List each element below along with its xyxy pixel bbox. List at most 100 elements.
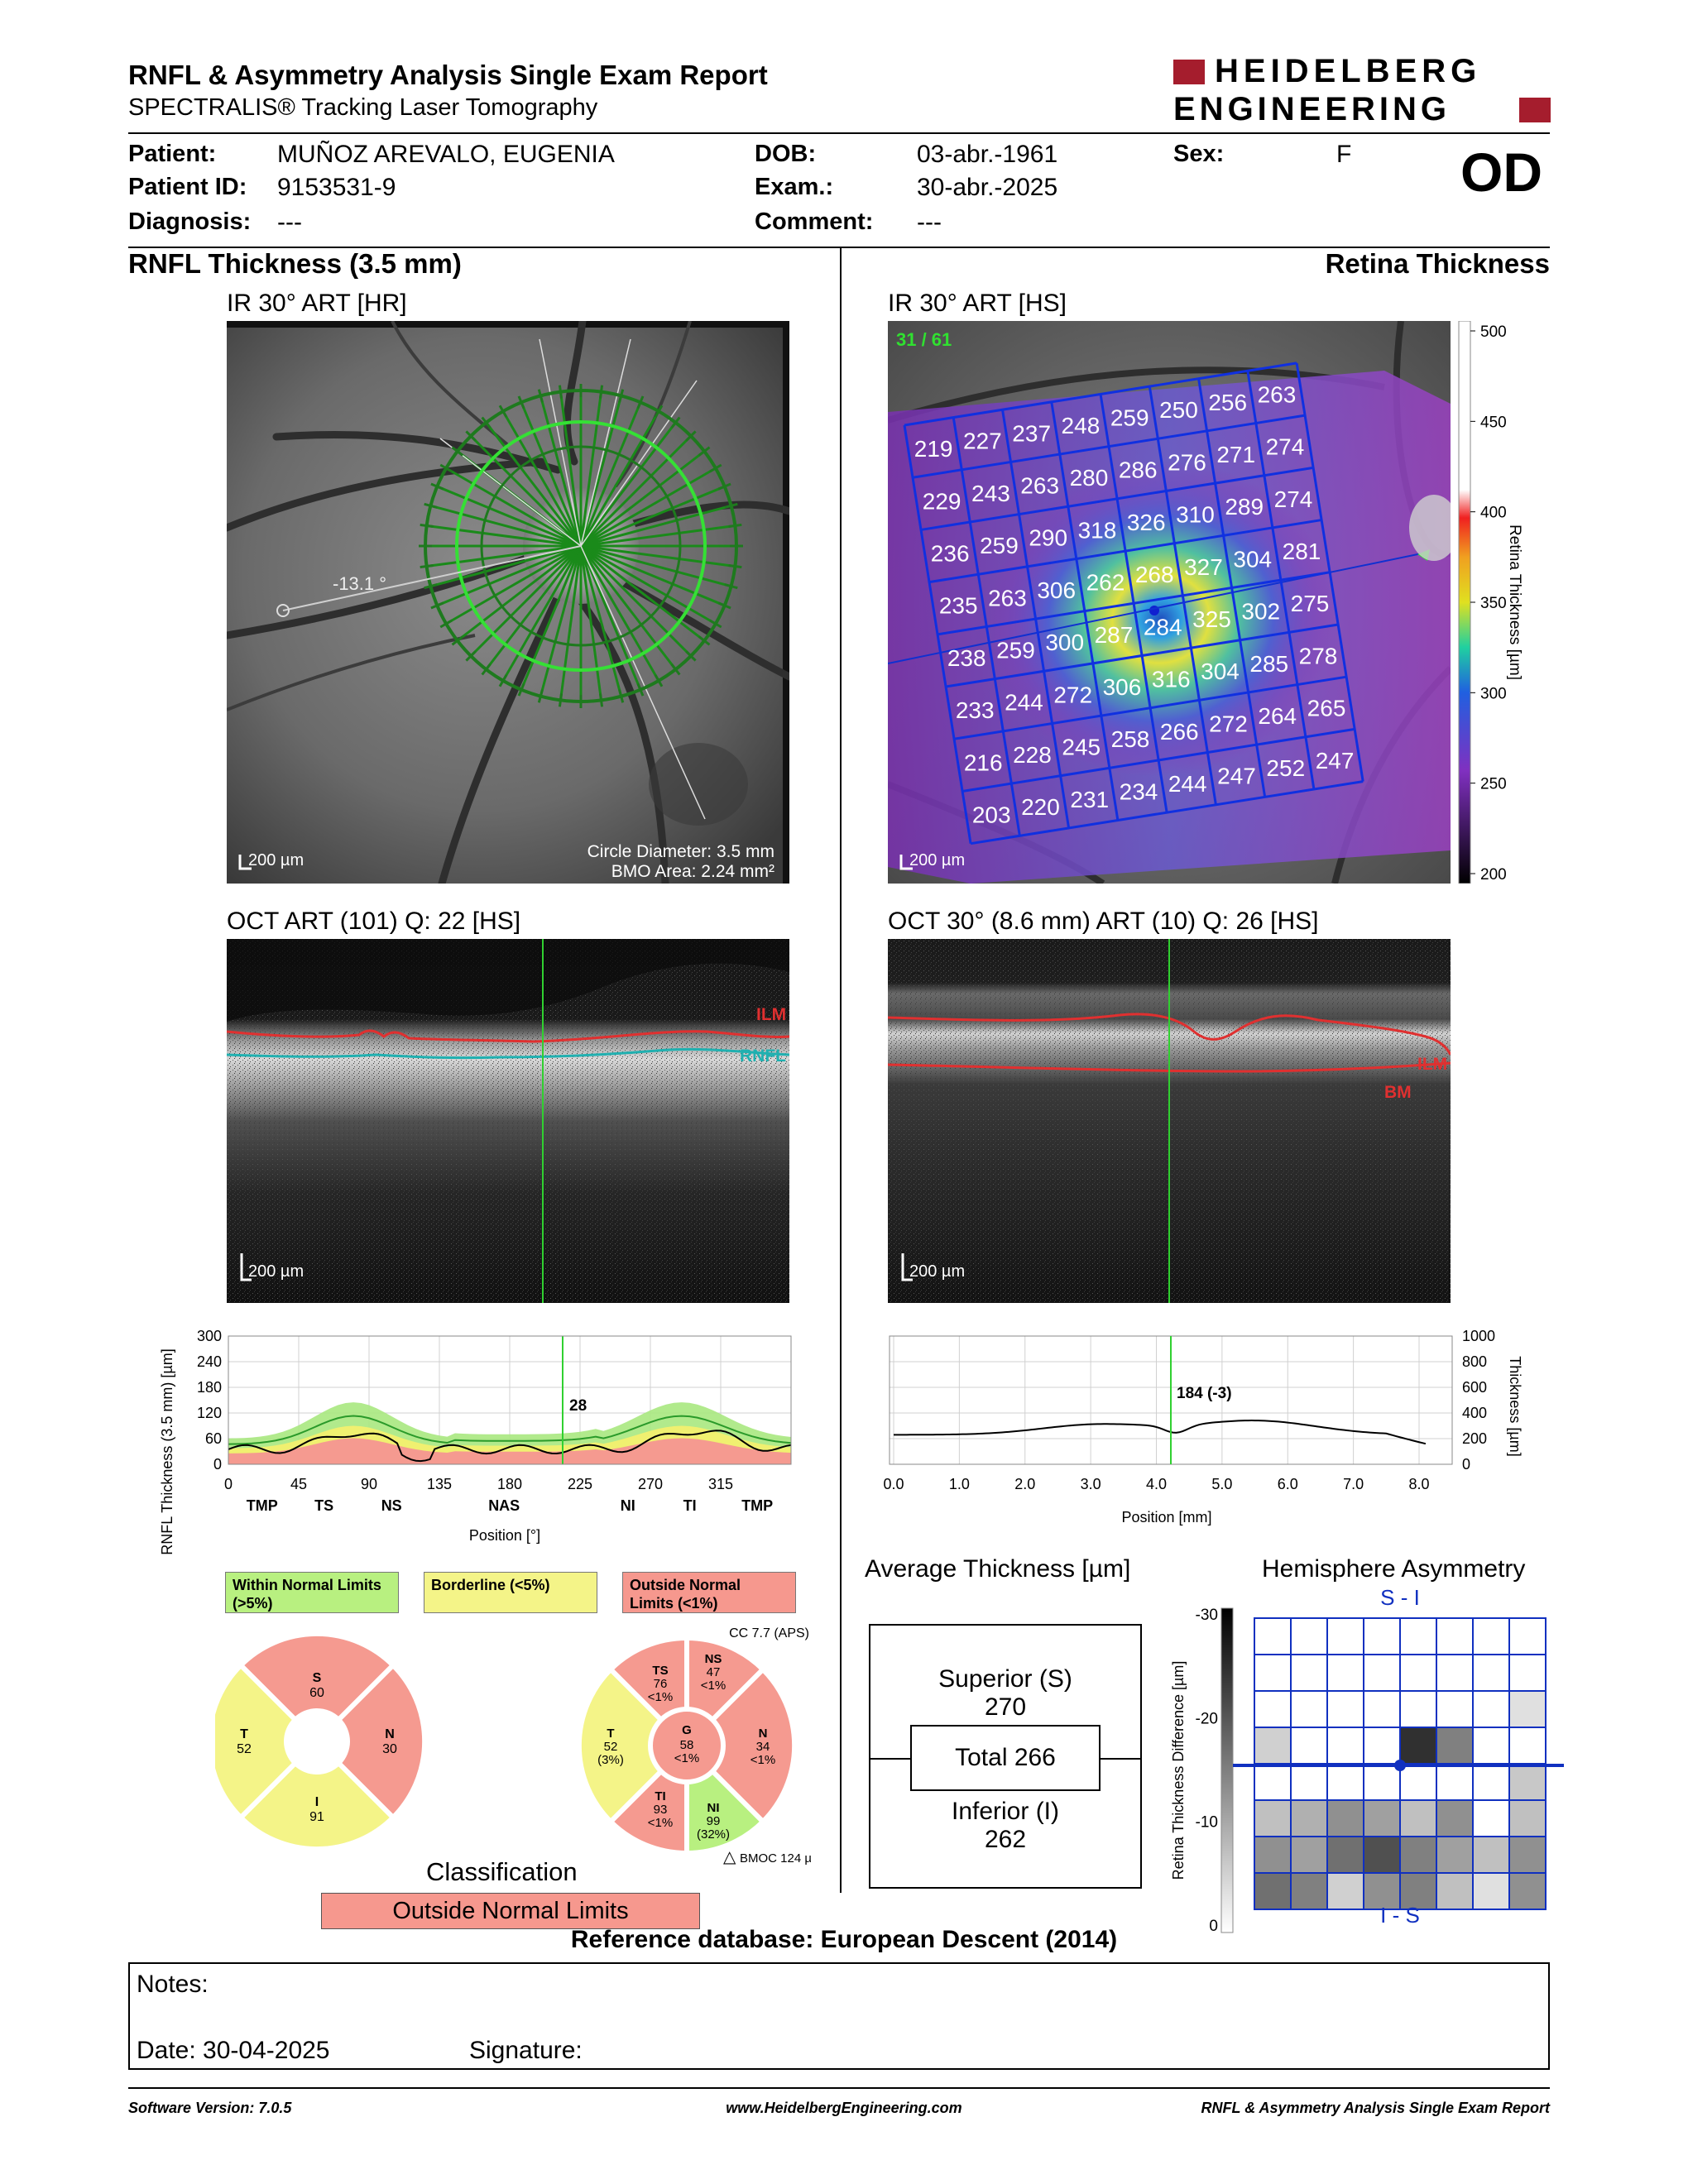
reference-line (539, 338, 582, 547)
pie2-g-sector[interactable] (648, 1707, 726, 1784)
hemi-cell[interactable] (1508, 1799, 1547, 1837)
report-title: RNFL & Asymmetry Analysis Single Exam Re… (128, 60, 768, 90)
hemi-cell[interactable] (1326, 1617, 1364, 1655)
hemi-cell[interactable] (1436, 1690, 1474, 1728)
hemi-cell[interactable] (1508, 1872, 1547, 1910)
hemi-cell[interactable] (1399, 1617, 1437, 1655)
hemi-cell[interactable] (1472, 1690, 1510, 1728)
hemi-cell[interactable] (1326, 1872, 1364, 1910)
pie1-i-sector[interactable] (237, 1737, 397, 1852)
hemi-cell[interactable] (1399, 1727, 1437, 1765)
pie2-ni-label: NI (707, 1801, 720, 1815)
hemi-cell[interactable] (1254, 1799, 1292, 1837)
hemi-cell[interactable] (1254, 1617, 1292, 1655)
hemi-cell[interactable] (1363, 1690, 1401, 1728)
hemi-cell[interactable] (1254, 1836, 1292, 1874)
hemi-cell[interactable] (1363, 1799, 1401, 1837)
hemi-cell[interactable] (1326, 1654, 1364, 1692)
reference-line (580, 545, 706, 820)
hemi-cell[interactable] (1508, 1836, 1547, 1874)
hemi-cell[interactable] (1363, 1836, 1401, 1874)
hemi-cell[interactable] (1508, 1690, 1547, 1728)
notes-box[interactable]: Notes: Date: 30-04-2025 Signature: (128, 1962, 1550, 2070)
scan-tick (698, 446, 711, 457)
footer-website[interactable]: www.HeidelbergEngineering.com (726, 2100, 962, 2116)
hemi-cell[interactable] (1399, 1690, 1437, 1728)
hemi-cell[interactable] (1399, 1872, 1437, 1910)
hemi-cell[interactable] (1254, 1654, 1292, 1692)
pie2-n-sector[interactable] (683, 1665, 798, 1826)
scan-tick (709, 463, 722, 473)
pie1-n-sector[interactable] (313, 1661, 428, 1822)
pie1-i-value: 91 (309, 1810, 324, 1824)
hemi-cell[interactable] (1326, 1836, 1364, 1874)
superior-value: 270 (984, 1693, 1027, 1721)
hemi-cell[interactable] (1472, 1872, 1510, 1910)
hemi-cell[interactable] (1399, 1654, 1437, 1692)
eye-indicator: OD (1460, 141, 1542, 203)
hemi-cell[interactable] (1254, 1727, 1292, 1765)
hemi-cell[interactable] (1399, 1799, 1437, 1837)
hemi-cell[interactable] (1254, 1763, 1292, 1801)
x-tick-label: 7.0 (1343, 1476, 1364, 1492)
hemi-cell[interactable] (1290, 1727, 1328, 1765)
hemi-cell[interactable] (1472, 1763, 1510, 1801)
hemi-cell[interactable] (1363, 1654, 1401, 1692)
pie2-t-sector[interactable] (576, 1665, 691, 1826)
hemi-cell[interactable] (1326, 1763, 1364, 1801)
hemi-cell[interactable] (1326, 1690, 1364, 1728)
hemi-cell[interactable] (1436, 1617, 1474, 1655)
hemi-cell[interactable] (1472, 1836, 1510, 1874)
hemi-cell[interactable] (1472, 1654, 1510, 1692)
dob-value: 03-abr.-1961 (917, 141, 1058, 168)
scan-tick (724, 502, 738, 509)
hemi-cell[interactable] (1290, 1690, 1328, 1728)
hemi-cell[interactable] (1508, 1763, 1547, 1801)
hemi-cell[interactable] (1363, 1727, 1401, 1765)
hemi-cell[interactable] (1290, 1872, 1328, 1910)
hemi-cell[interactable] (1436, 1763, 1474, 1801)
grid-value: 238 (947, 645, 986, 671)
scan-tick (481, 663, 492, 676)
hemi-cell[interactable] (1436, 1799, 1474, 1837)
sex-label: Sex: (1173, 141, 1225, 167)
hemi-cell[interactable] (1290, 1836, 1328, 1874)
hemi-cell[interactable] (1508, 1654, 1547, 1692)
hemi-cell[interactable] (1290, 1617, 1328, 1655)
hemi-cell[interactable] (1290, 1654, 1328, 1692)
classification-result: Outside Normal Limits (321, 1893, 700, 1929)
hemi-cell[interactable] (1508, 1727, 1547, 1765)
pie1-s-sector[interactable] (237, 1631, 397, 1746)
hemi-cell[interactable] (1436, 1836, 1474, 1874)
hemi-cell[interactable] (1472, 1799, 1510, 1837)
grid-line (1246, 371, 1316, 790)
hemi-cell[interactable] (1254, 1690, 1292, 1728)
hemi-cell[interactable] (1472, 1617, 1510, 1655)
right-ilm-line (888, 1013, 1451, 1056)
hemi-cell[interactable] (1436, 1727, 1474, 1765)
hemi-cell[interactable] (1472, 1727, 1510, 1765)
hemi-cell[interactable] (1399, 1836, 1437, 1874)
left-plot-ylabel: RNFL Thickness (3.5 mm) [µm] (159, 1348, 175, 1554)
hemi-cell[interactable] (1363, 1763, 1401, 1801)
grid-value: 264 (1258, 703, 1297, 729)
scan-tick (465, 430, 477, 442)
hemi-cell[interactable] (1436, 1654, 1474, 1692)
hemi-cell[interactable] (1508, 1617, 1547, 1655)
hemi-cell[interactable] (1326, 1799, 1364, 1837)
hemi-cell[interactable] (1290, 1799, 1328, 1837)
inferior-value: 262 (984, 1826, 1027, 1853)
pie2-n-pct: <1% (750, 1753, 775, 1767)
brand-line1: HEIDELBERG (1215, 53, 1482, 89)
grid-value: 290 (1029, 525, 1067, 551)
hemi-cell[interactable] (1254, 1872, 1292, 1910)
right-fundus-image: 219 227 237 248 259 250 256 263 229 243 263 280 286 2… (888, 321, 1451, 884)
hemi-cell[interactable] (1290, 1763, 1328, 1801)
hemi-cell[interactable] (1326, 1727, 1364, 1765)
hemi-cell[interactable] (1399, 1763, 1437, 1801)
scan-spoke (579, 421, 677, 547)
hemi-cell[interactable] (1363, 1617, 1401, 1655)
comment-value: --- (917, 208, 942, 236)
hemi-cell[interactable] (1436, 1872, 1474, 1910)
x-tick-label: 4.0 (1146, 1476, 1167, 1492)
